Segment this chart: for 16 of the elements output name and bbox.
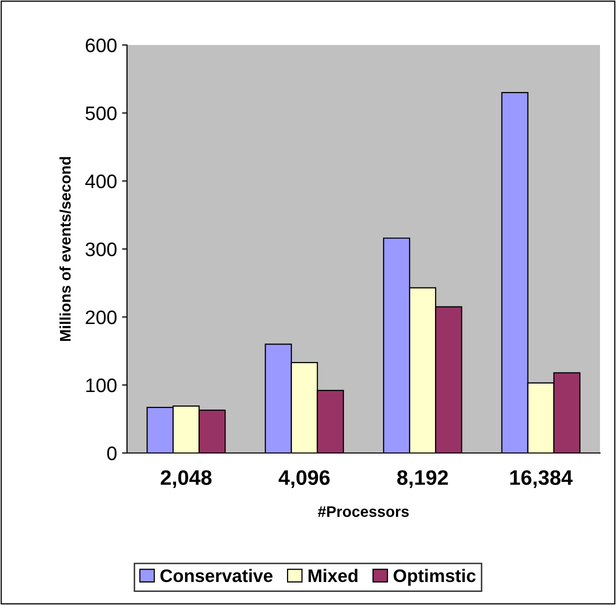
x-axis-title: #Processors [318, 506, 409, 517]
legend-label: Optimstic [394, 568, 476, 586]
y-tick-label: 100 [86, 378, 117, 392]
x-tick-label: 8,192 [397, 470, 448, 488]
x-tick-label: 16,384 [510, 470, 573, 488]
y-axis-title: Millions of events/second [59, 157, 71, 341]
y-tick-label: 400 [85, 174, 117, 188]
y-tick-label: 300 [86, 242, 117, 256]
y-tick-label: 0 [107, 446, 117, 460]
x-tick-label: 4,096 [278, 470, 330, 488]
y-tick-label: 600 [86, 38, 117, 52]
x-tick-label: 2,048 [160, 470, 212, 488]
y-tick-label: 500 [86, 106, 117, 120]
y-tick-label: 200 [86, 310, 117, 324]
legend-label: Mixed [308, 568, 358, 582]
legend-label: Conservative [160, 568, 272, 582]
